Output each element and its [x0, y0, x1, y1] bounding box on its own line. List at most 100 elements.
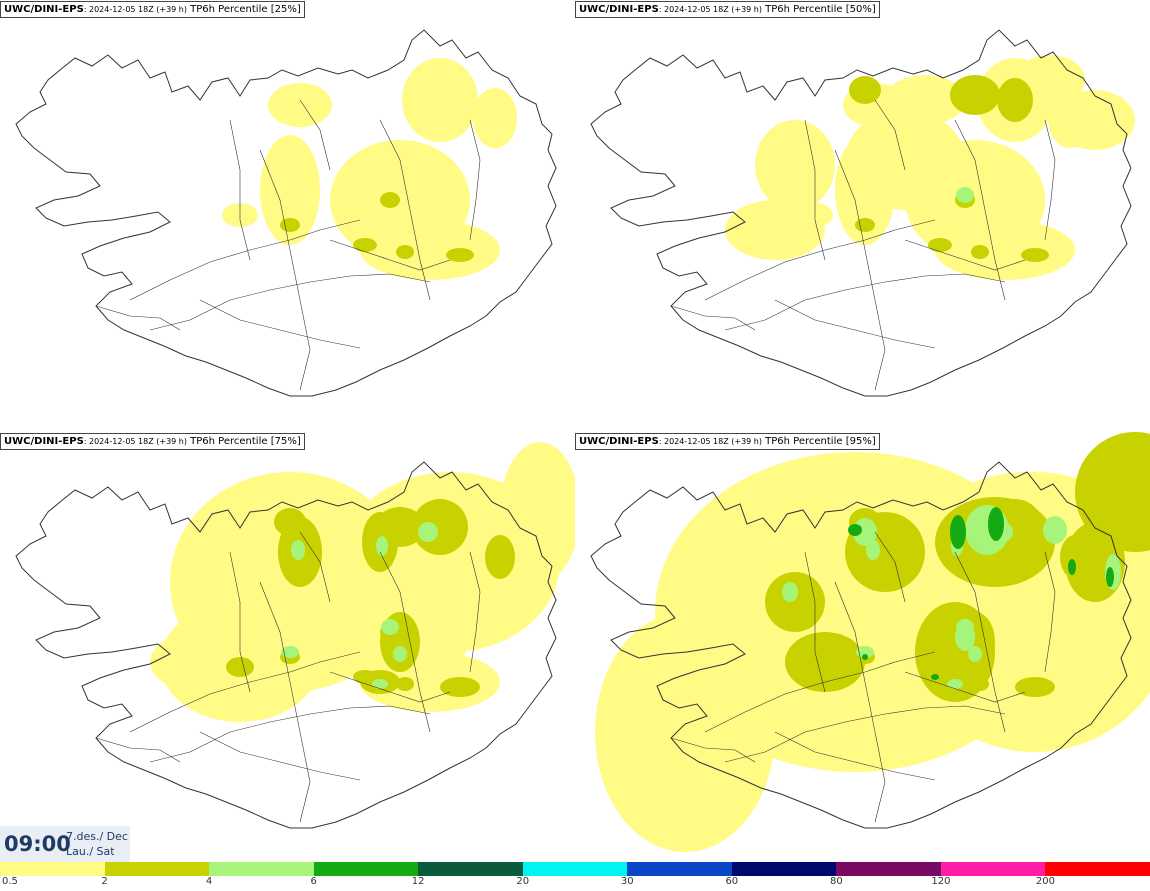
legend-swatch: [209, 862, 314, 876]
map-panel-p25: UWC/DINI-EPS: 2024-12-05 18Z (+39 h) TP6…: [0, 0, 575, 430]
precip-area: [845, 110, 965, 210]
boundary-line: [379, 551, 431, 733]
boundary-line: [724, 705, 1006, 763]
precip-area: [947, 679, 963, 689]
precip-area: [381, 619, 399, 635]
boundary-line: [804, 119, 826, 261]
precip-area: [956, 187, 974, 203]
precip-area: [446, 248, 474, 262]
panel-title: UWC/DINI-EPS: 2024-12-05 18Z (+39 h) TP6…: [0, 433, 305, 450]
boundary-line: [874, 99, 906, 171]
boundary-line: [469, 551, 481, 673]
boundary-line: [329, 239, 451, 271]
precip-area: [360, 220, 500, 280]
legend-tick-label: 60: [725, 876, 739, 887]
legend-color-bar: [0, 862, 1150, 876]
precip-area: [440, 677, 480, 697]
precip-area: [931, 674, 939, 680]
legend-tick-label: 4: [205, 876, 213, 887]
boundary-line: [329, 671, 451, 703]
precip-area: [1021, 248, 1049, 262]
map-panel-p95: UWC/DINI-EPS: 2024-12-05 18Z (+39 h) TP6…: [575, 432, 1150, 862]
valid-time-box: 09:00 7.des./ Dec Lau./ Sat: [0, 826, 130, 862]
boundary-line: [724, 273, 1006, 331]
precip-area: [396, 677, 414, 691]
precip-area: [281, 646, 299, 658]
precip-area: [268, 83, 332, 127]
precip-area: [291, 540, 305, 560]
boundary-line: [299, 99, 331, 171]
boundary-line: [379, 119, 431, 301]
legend-tick-label: 2: [101, 876, 108, 887]
boundary-line: [804, 551, 826, 693]
legend-swatch: [940, 862, 1046, 876]
coastline: [590, 29, 1132, 397]
precip-area: [372, 679, 388, 689]
boundary-line: [774, 731, 936, 781]
boundary-line: [670, 305, 756, 331]
legend-swatch: [104, 862, 210, 876]
precip-area: [950, 75, 1000, 115]
panel-title: UWC/DINI-EPS: 2024-12-05 18Z (+39 h) TP6…: [0, 1, 305, 18]
legend-swatch: [1045, 862, 1150, 876]
boundary-line: [904, 671, 1026, 703]
legend-swatch: [418, 862, 523, 876]
model-name: UWC/DINI-EPS: [4, 436, 84, 447]
precip-area: [1106, 567, 1114, 587]
boundary-line: [95, 305, 181, 331]
panel-title: UWC/DINI-EPS: 2024-12-05 18Z (+39 h) TP6…: [575, 433, 880, 450]
precip-area: [855, 218, 875, 232]
valid-date: 7.des./ Dec: [66, 830, 128, 843]
precip-area: [853, 518, 877, 546]
precip-area: [785, 632, 865, 692]
legend-tick-label: 12: [411, 876, 425, 887]
precip-area: [418, 522, 438, 542]
boundary-line: [229, 119, 251, 261]
field-name: TP6h Percentile [75%]: [186, 436, 301, 447]
precip-area: [782, 582, 798, 602]
boundary-line: [199, 299, 361, 349]
precip-area: [971, 245, 989, 259]
precip-area: [353, 238, 377, 252]
panel-title: UWC/DINI-EPS: 2024-12-05 18Z (+39 h) TP6…: [575, 1, 880, 18]
legend-swatch: [836, 862, 941, 876]
precip-area: [935, 220, 1075, 280]
boundary-line: [954, 119, 1006, 301]
precip-area: [885, 75, 965, 125]
precip-area: [950, 515, 966, 549]
legend-tick-label: 0.5: [2, 876, 18, 887]
run-info: : 2024-12-05 18Z (+39 h): [83, 5, 187, 14]
precip-area: [500, 442, 575, 582]
valid-weekday: Lau./ Sat: [66, 845, 115, 858]
precip-area: [928, 238, 952, 252]
boundary-line: [834, 149, 886, 391]
precip-area: [997, 78, 1033, 122]
iceland-map: [15, 29, 557, 397]
iceland-map: [590, 29, 1135, 397]
color-legend: 0.5 2 4 6 12 20 30 60 80 120 200: [0, 862, 1150, 891]
boundary-line: [904, 239, 1026, 271]
legend-swatch: [0, 862, 105, 876]
legend-tick-label: 200: [1035, 876, 1055, 887]
boundary-line: [149, 705, 431, 763]
coastline: [15, 29, 557, 397]
boundary-line: [874, 531, 906, 603]
precip-area: [393, 646, 407, 662]
model-name: UWC/DINI-EPS: [4, 4, 84, 15]
model-name: UWC/DINI-EPS: [579, 4, 659, 15]
precip-area: [765, 572, 825, 632]
precip-area: [866, 540, 880, 560]
boundary-line: [95, 737, 181, 763]
precip-area: [725, 200, 825, 260]
map-panel-p50: UWC/DINI-EPS: 2024-12-05 18Z (+39 h) TP6…: [575, 0, 1150, 430]
precip-area: [473, 88, 517, 148]
legend-tick-label: 20: [516, 876, 530, 887]
precip-area: [1043, 516, 1067, 544]
legend-tick-label: 80: [829, 876, 843, 887]
precip-area: [280, 218, 300, 232]
precip-area: [755, 120, 835, 210]
boundary-line: [129, 651, 361, 733]
boundary-line: [259, 581, 311, 823]
map-panel-p75: UWC/DINI-EPS: 2024-12-05 18Z (+39 h) TP6…: [0, 432, 575, 862]
precip-area: [396, 245, 414, 259]
